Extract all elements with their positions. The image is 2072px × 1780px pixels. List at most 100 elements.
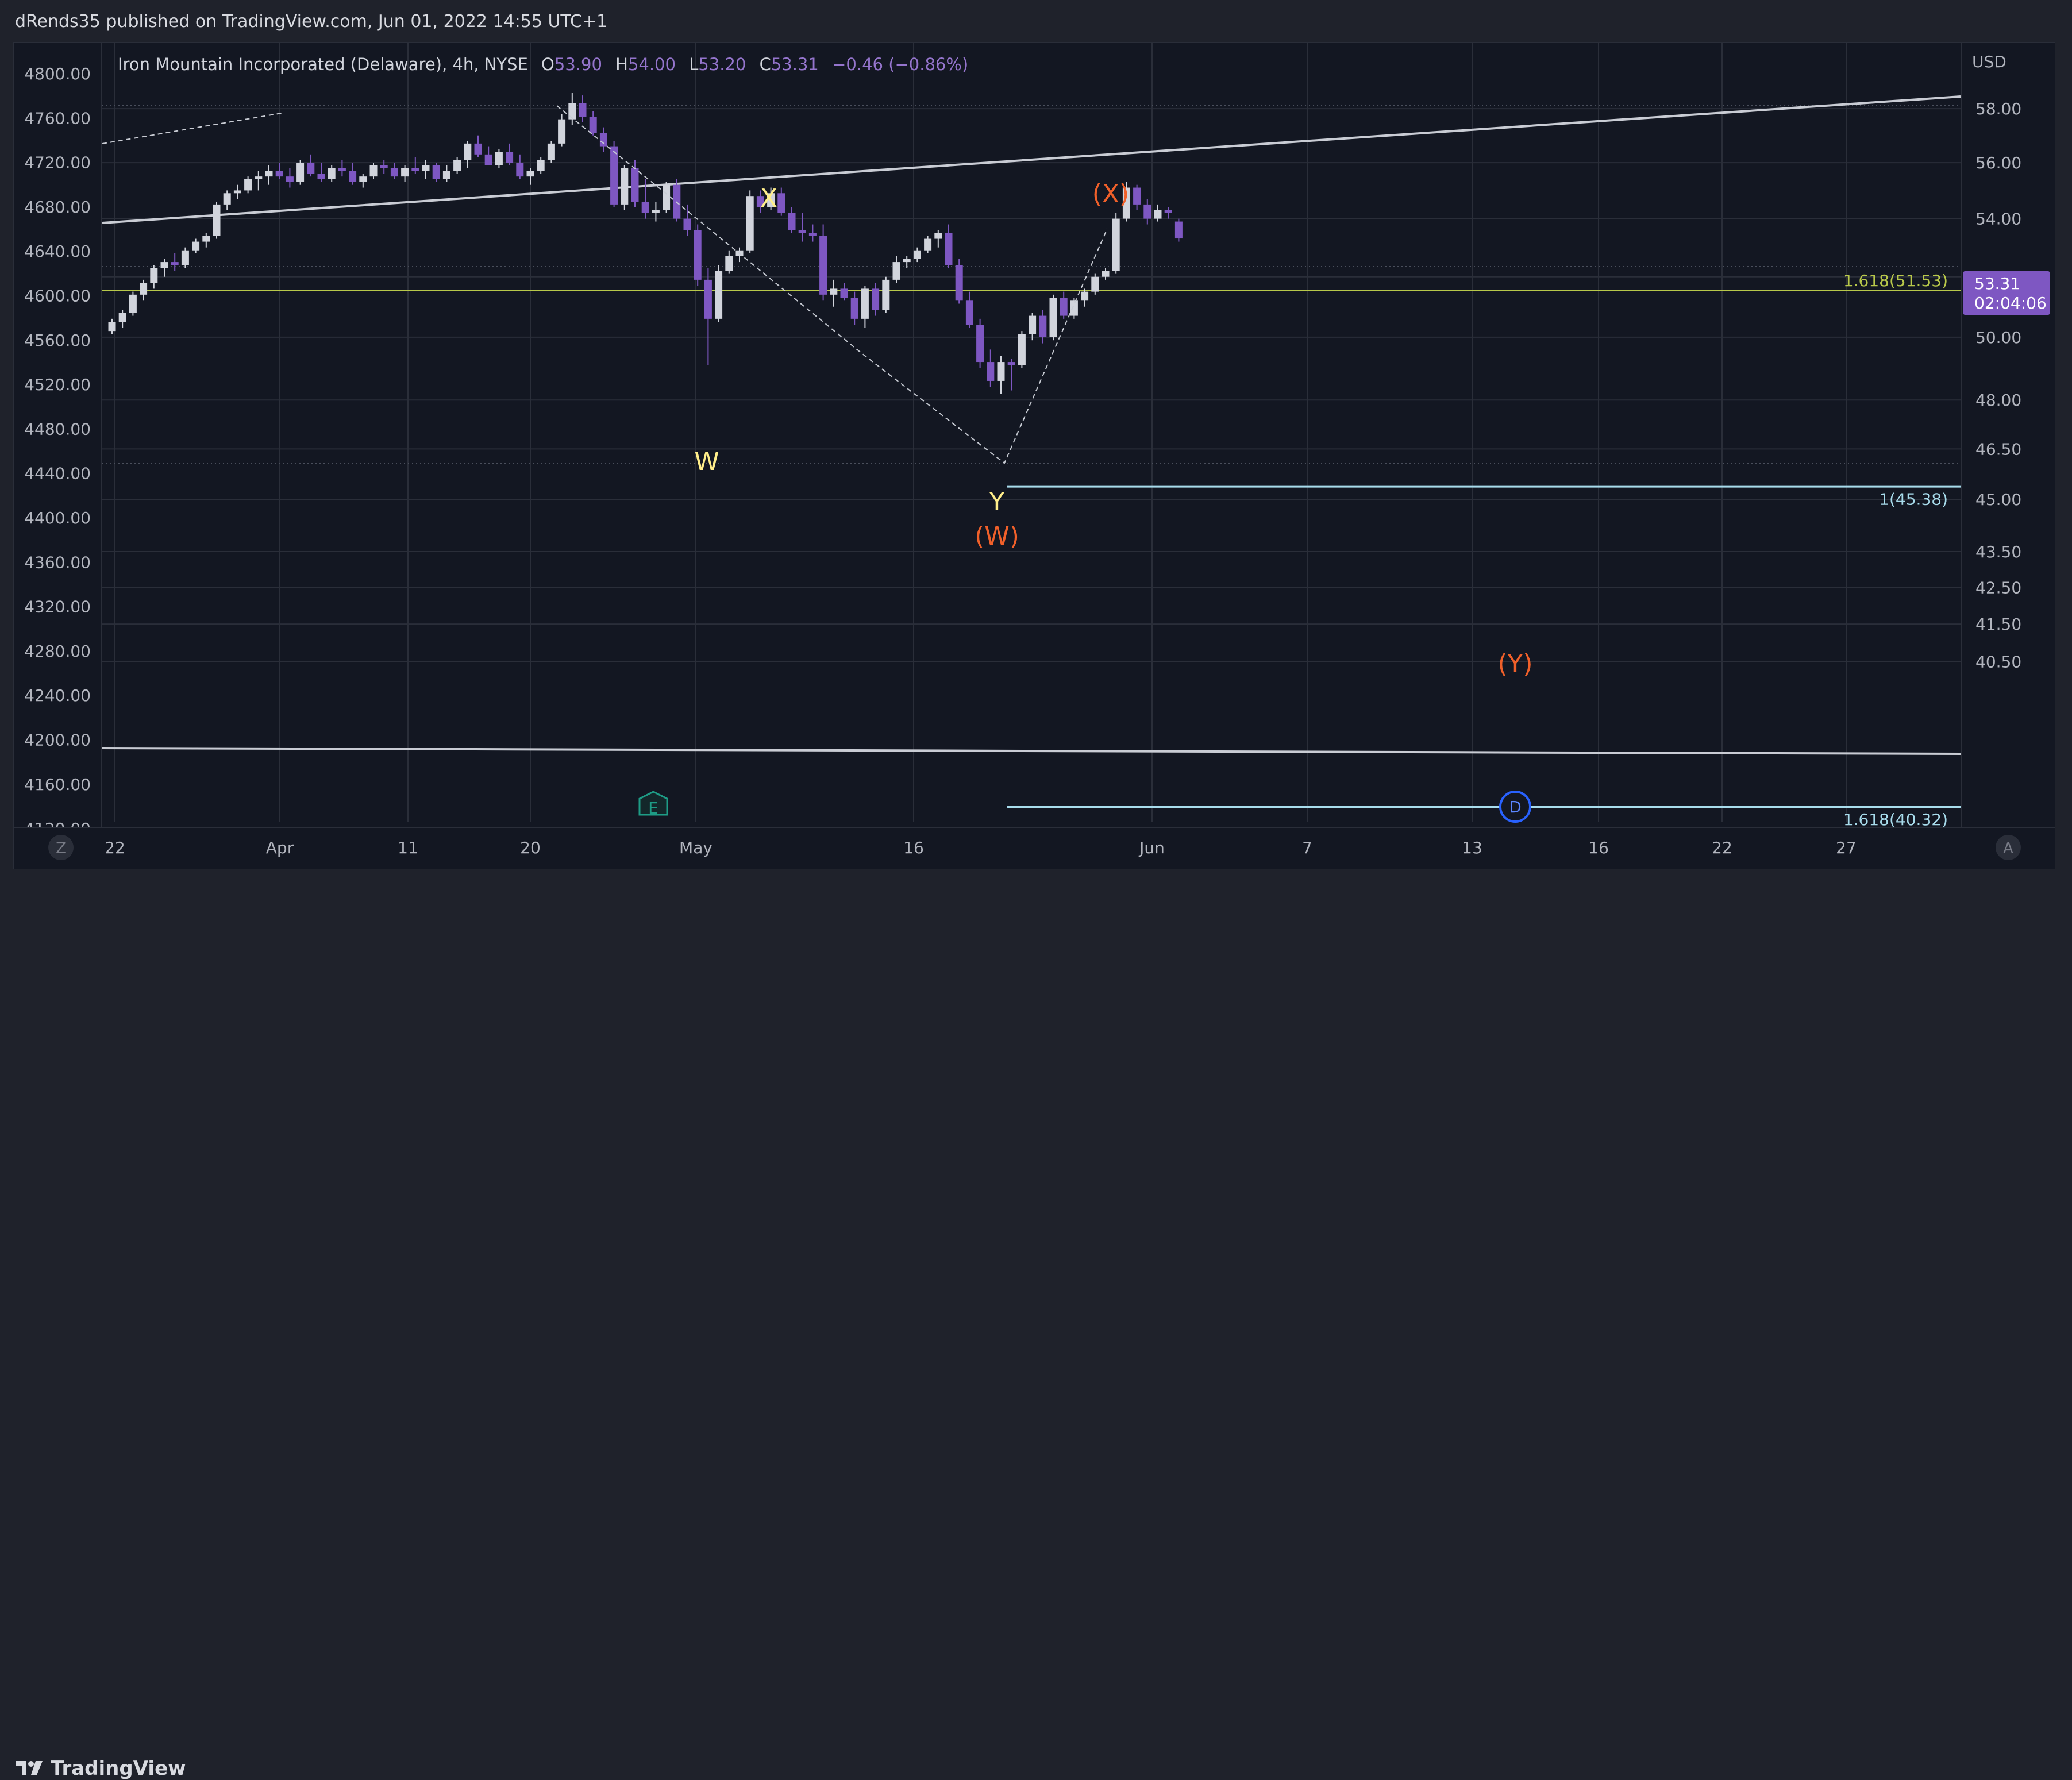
candle [1174,218,1183,242]
candle [349,163,357,185]
left-axis-tick: 4640.00 [24,242,91,261]
candle [965,291,973,328]
candle-body [850,298,858,319]
candle [1154,204,1162,222]
candle-body [401,168,409,177]
candle-body [390,168,398,177]
right-axis-currency: USD [1972,52,2006,71]
candle [756,190,764,213]
candle [1018,331,1026,368]
candle [1102,268,1110,280]
candle-body [516,163,524,177]
right-axis-tick: 58.00 [1975,99,2021,118]
candle [495,149,503,168]
candle [610,141,618,207]
candle-body [349,171,357,182]
candle-body [296,163,305,182]
candle-body [244,179,252,191]
candle [892,256,900,283]
candle-body [118,313,126,322]
candle-body [359,176,367,182]
candle [683,204,691,236]
candle [1112,213,1120,274]
candle [265,165,273,185]
left-axis-tick: 4440.00 [24,464,91,483]
candle [422,160,430,179]
right-axis-tick: 50.00 [1975,328,2021,347]
candle [108,318,116,334]
candle [872,283,880,316]
legend-low-value: 53.20 [698,55,746,74]
candle-body [369,165,378,177]
candle [286,168,294,188]
candle-body [1029,315,1037,334]
candle-body [589,116,597,133]
candle-body [756,196,764,207]
wave-label: Y [989,487,1005,517]
candle-body [1164,210,1172,213]
left-axis-tick: 4280.00 [24,642,91,661]
candle-body [380,165,388,168]
candle-body [202,236,210,242]
candle-body [422,165,430,171]
candle-body [506,152,514,163]
candle [955,259,963,304]
fib-label: 1(45.38) [1879,490,1948,509]
legend-symbol: Iron Mountain Incorporated (Delaware), 4… [118,55,528,74]
candle [725,250,733,274]
dividend-marker-label: D [1509,797,1522,816]
publish-info: dRends35 published on TradingView.com, J… [15,11,608,32]
candle-body [275,171,283,177]
candle-body [872,288,880,310]
candle [516,154,524,179]
chart-svg[interactable]: 1.618(51.53) 1(45.38) 1.618(40.32) W X Y (W) (… [0,0,2072,924]
fib-label: 1.618(51.53) [1843,271,1948,290]
candle-body [715,271,723,319]
left-axis-tick: 4200.00 [24,731,91,750]
candle [547,141,555,163]
candle-body [924,238,932,251]
candle-body [610,146,618,205]
candle [411,157,419,174]
candle [1081,288,1089,307]
candle [474,135,482,157]
bottom-bar: TradingView [0,873,2072,1780]
legend-close-value: 53.31 [771,55,819,74]
left-axis-tick: 4480.00 [24,419,91,438]
candle-body [328,168,336,179]
candle [202,233,210,248]
candle [338,160,346,177]
tradingview-logo[interactable]: TradingView [15,1757,186,1780]
candle [140,279,148,301]
candle [181,247,189,268]
candle [1143,199,1151,225]
candle-body [1102,271,1110,277]
candle [401,165,409,182]
candle [1091,273,1099,295]
candle-body [474,143,482,155]
candle [223,190,231,210]
right-price-axis: USD58.0056.0054.0052.0050.0048.0046.5045… [1961,43,2055,827]
candle [746,190,754,253]
left-axis-tick: 4600.00 [24,287,91,306]
candle [840,283,848,301]
earnings-marker-label: E [648,799,658,818]
legend-low-label: L [689,55,698,74]
candle [1049,294,1057,341]
zigzag-path [556,105,1108,464]
candle-body [1049,298,1057,337]
candle-body [861,288,869,319]
trend-lines [102,95,1961,755]
candle [777,187,785,216]
candle-body [798,230,806,233]
candle-body [955,265,963,301]
candle [453,157,461,174]
candle-body [652,210,660,213]
candle-body [432,165,440,179]
candle-body [641,201,649,213]
candle [275,163,283,179]
wave-label: X [760,184,777,213]
candle-body [160,262,168,268]
candle [861,286,869,328]
candle [913,247,921,263]
